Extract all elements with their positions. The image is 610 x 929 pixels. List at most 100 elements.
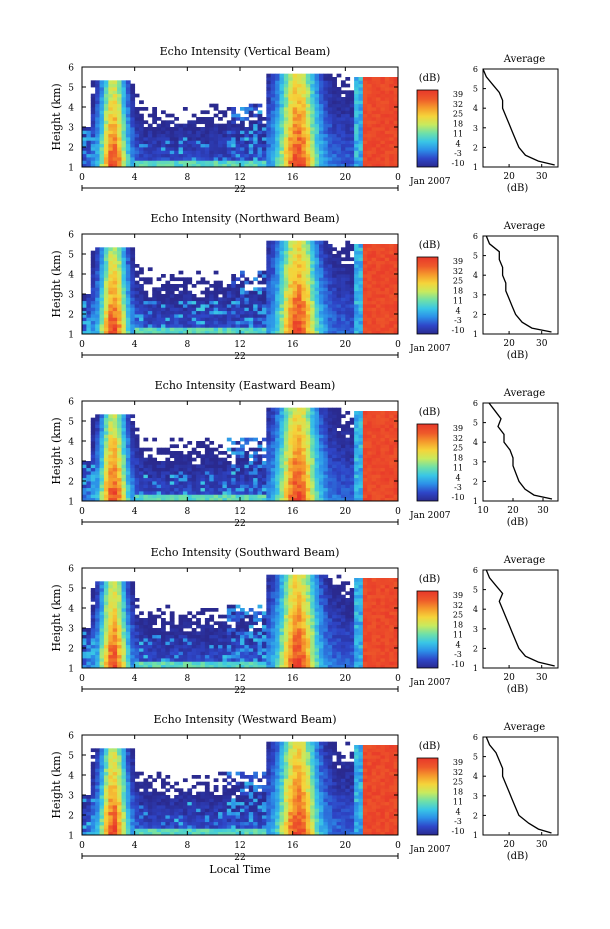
heatmap-cell [108, 327, 114, 332]
heatmap-cell [367, 431, 373, 435]
heatmap-cell [95, 320, 100, 325]
heatmap-cell [117, 90, 122, 95]
heatmap-cell [310, 267, 316, 272]
heatmap-cell [125, 267, 131, 272]
heatmap-cell [332, 297, 337, 302]
heatmap-cell [358, 80, 364, 85]
heatmap-cell [314, 267, 320, 272]
heatmap-cell [178, 127, 184, 131]
heatmap-cell [196, 324, 201, 328]
heatmap-cell [279, 330, 285, 335]
heatmap-cell [156, 304, 162, 308]
heatmap-cell [218, 491, 223, 495]
heatmap-cell [147, 474, 153, 479]
heatmap-cell [301, 494, 307, 499]
heatmap-cell [125, 103, 131, 108]
heatmap-cell [354, 457, 359, 462]
heatmap-cell [314, 153, 320, 158]
heatmap-cell [319, 240, 324, 245]
heatmap-cell [187, 160, 193, 165]
heatmap-cell [209, 447, 215, 452]
heatmap-cell [257, 120, 263, 125]
heatmap-cell [103, 163, 109, 168]
heatmap-cell [200, 137, 206, 141]
heatmap-cell [182, 310, 188, 315]
heatmap-cell [244, 451, 250, 455]
heatmap-cell [196, 317, 201, 322]
heatmap-cell [257, 441, 263, 445]
colorbar-tick-label: -3 [454, 316, 462, 325]
heatmap-cell [345, 250, 351, 255]
heatmap-cell [174, 147, 179, 151]
heatmap-cell [358, 123, 364, 128]
heatmap-cell [358, 324, 364, 328]
heatmap-cell [297, 474, 302, 479]
heatmap-cell [209, 484, 215, 489]
heatmap-cell [349, 257, 355, 262]
heatmap-cell [174, 307, 179, 312]
heatmap-cell [178, 497, 184, 502]
heatmap-cell [393, 113, 399, 118]
heatmap-cell [86, 147, 92, 151]
heatmap-cell [112, 474, 118, 479]
heatmap-cell [143, 484, 149, 489]
heatmap-cell [279, 417, 285, 422]
heatmap-cell [174, 277, 179, 282]
heatmap-cell [204, 133, 210, 138]
heatmap-cell [108, 83, 114, 88]
heatmap-cell [310, 103, 316, 108]
heatmap-cell [161, 123, 166, 128]
heatmap-cell [196, 304, 201, 308]
heatmap-cell [393, 474, 399, 479]
heatmap-cell [279, 290, 285, 295]
heatmap-cell [191, 150, 197, 155]
heatmap-cell [275, 474, 280, 479]
heatmap-cell [178, 477, 184, 482]
heatmap-cell [340, 457, 346, 462]
heatmap-cell [103, 107, 109, 111]
heatmap-cell [305, 484, 311, 489]
heatmap-cell [121, 93, 127, 98]
heatmap-cell [108, 424, 114, 429]
heatmap-cell [222, 297, 228, 302]
heatmap-cell [389, 147, 395, 151]
y-tick-label: 5 [68, 251, 74, 261]
heatmap-cell [187, 461, 193, 465]
heatmap-cell [270, 310, 276, 315]
heatmap-cell [362, 277, 368, 282]
heatmap-cell [200, 143, 206, 148]
heatmap-cell [134, 284, 140, 288]
heatmap-cell [380, 457, 386, 462]
heatmap-cell [358, 160, 364, 165]
heatmap-cell [200, 310, 206, 315]
heatmap-cell [314, 120, 320, 125]
heatmap-cell [349, 153, 355, 158]
heatmap-cell [86, 638, 92, 642]
heatmap-cell [354, 310, 359, 315]
heatmap-cell [270, 287, 276, 292]
heatmap-cell [196, 491, 201, 495]
heatmap-cell [393, 247, 399, 252]
heatmap-cell [108, 284, 114, 288]
heatmap-cell [161, 487, 166, 492]
heatmap-cell [354, 481, 359, 485]
heatmap-cell [275, 150, 280, 155]
heatmap-cell [288, 244, 294, 248]
heatmap-cell [371, 411, 377, 415]
heatmap-cell [301, 290, 307, 295]
heatmap-cell [103, 123, 109, 128]
heatmap-cell [314, 100, 320, 105]
heatmap-cell [376, 277, 381, 282]
heatmap-cell [95, 447, 100, 452]
heatmap-cell [345, 240, 351, 245]
heatmap-cell [371, 427, 377, 432]
heatmap-cell [283, 100, 289, 105]
heatmap-cell [292, 80, 298, 85]
heatmap-cell [275, 464, 280, 469]
heatmap-cell [345, 93, 351, 98]
heatmap-cell [165, 310, 171, 315]
heatmap-cell [358, 417, 364, 422]
heatmap-cell [283, 284, 289, 288]
heatmap-cell [82, 150, 87, 155]
avg-x-tick-label: 30 [536, 339, 548, 349]
